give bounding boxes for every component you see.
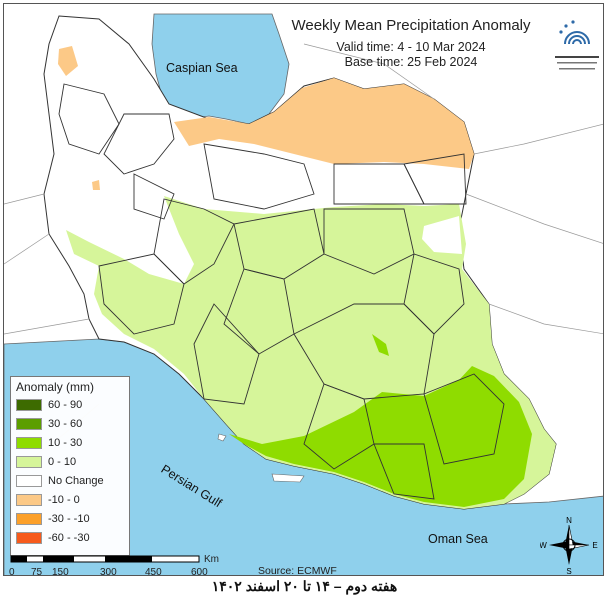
scale-tick: 600 [191, 567, 208, 576]
anomaly-neg-10-0-nw [58, 46, 78, 76]
legend-item: 10 - 30 [16, 435, 128, 453]
legend-label: -10 - 0 [48, 494, 80, 506]
legend-swatch [16, 513, 42, 525]
legend-label: 0 - 10 [48, 456, 77, 468]
legend-swatch [16, 456, 42, 468]
legend-label: No Change [48, 475, 104, 487]
legend-item: 60 - 90 [16, 397, 128, 415]
iran-anomaly-map [4, 13, 603, 575]
legend-item: No Change [16, 473, 128, 491]
oman-sea-label: Oman Sea [428, 532, 488, 546]
legend-item: -60 - -30 [16, 530, 128, 548]
legend-item: 30 - 60 [16, 416, 128, 434]
legend-label: -60 - -30 [48, 532, 90, 544]
map-frame: Weekly Mean Precipitation Anomaly Valid … [3, 3, 604, 576]
map-title: Weekly Mean Precipitation Anomaly [291, 17, 531, 34]
legend-item: -10 - 0 [16, 492, 128, 510]
scale-bar-graphic [10, 555, 200, 563]
legend-swatch [16, 494, 42, 506]
anomaly-10-30-patch [372, 334, 389, 356]
scale-tick: 450 [145, 567, 162, 576]
legend-title: Anomaly (mm) [16, 380, 95, 394]
province-borders [58, 83, 505, 500]
legend-swatch [16, 437, 42, 449]
scale-tick: 150 [52, 567, 69, 576]
anomaly-neg-10-0-zone [174, 78, 474, 169]
anomaly-10-30-zone [229, 366, 532, 507]
legend: Anomaly (mm) 60 - 90 30 - 60 10 - 30 0 - 10… [10, 376, 130, 556]
legend-swatch [16, 399, 42, 411]
footer-caption: هفته دوم – ۱۴ تا ۲۰ اسفند ۱۴۰۲ [211, 578, 398, 594]
anomaly-neg-10-0-dot [92, 180, 100, 190]
scale-tick: 300 [100, 567, 117, 576]
compass-n: N [566, 516, 572, 525]
scale-unit: Km [204, 554, 219, 565]
legend-swatch [16, 418, 42, 430]
north-arrow-compass: N S E W [540, 516, 598, 575]
source-label: Source: ECMWF [258, 565, 337, 576]
base-time: Base time: 25 Feb 2024 [344, 55, 478, 69]
island [217, 433, 227, 442]
legend-label: 10 - 30 [48, 437, 83, 449]
scale-tick: 0 [9, 567, 15, 576]
compass-w: W [540, 541, 547, 550]
no-change-ne-zone [422, 216, 462, 254]
legend-item: -30 - -10 [16, 511, 128, 529]
legend-item: 0 - 10 [16, 454, 128, 472]
legend-label: 60 - 90 [48, 399, 83, 411]
legend-label: -30 - -10 [48, 513, 90, 525]
scale-bar: Km 0 75 150 300 450 600 [9, 554, 229, 576]
caspian-sea-label: Caspian Sea [166, 61, 238, 75]
caspian-sea-shape [151, 13, 290, 125]
legend-label: 30 - 60 [48, 418, 83, 430]
compass-e: E [592, 541, 597, 550]
legend-swatch [16, 532, 42, 544]
scale-tick: 75 [31, 567, 43, 576]
valid-time: Valid time: 4 - 10 Mar 2024 [336, 40, 486, 54]
island [271, 473, 305, 483]
institute-logo [555, 20, 599, 70]
compass-s: S [566, 567, 571, 575]
legend-swatch [16, 475, 42, 487]
